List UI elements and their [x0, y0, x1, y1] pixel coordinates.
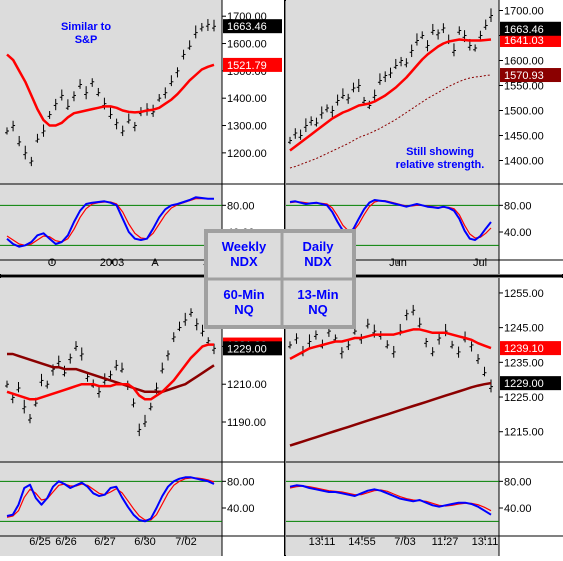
slow-moving-average	[289, 381, 492, 447]
x-tick-label: 7/03	[394, 536, 415, 548]
x-tick-label: O	[48, 257, 57, 269]
legend-label: NDX	[230, 254, 258, 269]
last-price-tag: 1229.00	[504, 378, 544, 390]
oscillator-fast	[6, 476, 215, 523]
oscillator-fast	[289, 199, 492, 241]
osc-tick-label: 40.00	[227, 503, 255, 515]
legend-label: Weekly	[222, 239, 267, 254]
y-tick-label: 1215.00	[504, 427, 544, 439]
x-tick-label: 7/02	[175, 536, 196, 548]
fast-moving-average	[6, 343, 214, 401]
x-tick-label: 11:27	[432, 536, 459, 548]
fast-ma-tag-box	[223, 57, 282, 72]
x-tick-label: 14:55	[348, 536, 376, 548]
last-price-tag-box	[500, 21, 561, 36]
legend-label: NDX	[304, 254, 332, 269]
slow-ma-tag-box	[500, 68, 561, 83]
price-bars	[288, 8, 493, 145]
chart-annotation: Still showing	[406, 146, 474, 158]
panel-13-min-nq: 1215.00 1225.00 1235.00 1245.00 1255.00 1239.…	[286, 278, 563, 556]
osc-tick-label: 40.00	[504, 227, 532, 239]
price-bars	[5, 308, 216, 437]
fast-ma-tag: 1521.79	[227, 60, 267, 72]
x-tick-label: 6/27	[94, 536, 115, 548]
x-tick-label: 13:11	[472, 536, 499, 548]
legend-label: 13-Min	[297, 287, 338, 302]
price-bars	[5, 19, 216, 167]
x-tick-label: 6/30	[134, 536, 155, 548]
y-tick-label: 1600.00	[227, 39, 267, 51]
panel-60-min-nq: 1190.001210.001230.001250.001231.001229.…	[0, 278, 284, 556]
y-tick-label: 1200.00	[227, 148, 267, 160]
last-price-tag-box	[500, 376, 561, 391]
oscillator-fast	[289, 484, 492, 516]
y-tick-label: 1210.00	[227, 379, 267, 391]
chart-annotation: relative strength.	[396, 159, 485, 171]
y-tick-label: 1450.00	[504, 131, 544, 143]
osc-tick-label: 80.00	[504, 476, 532, 488]
oscillator-slow	[6, 477, 215, 521]
x-tick-label: Jul	[473, 257, 487, 269]
chart-annotation: S&P	[75, 34, 98, 46]
y-tick-label: 1225.00	[504, 392, 544, 404]
osc-tick-label: 80.00	[227, 200, 255, 212]
y-tick-label: 1255.00	[504, 288, 544, 300]
osc-tick-label: 40.00	[504, 503, 532, 515]
oscillator-slow	[289, 485, 492, 512]
plot-background	[0, 278, 222, 556]
x-tick-label: 2003	[100, 257, 124, 269]
y-tick-label: 1600.00	[504, 56, 544, 68]
x-tick-label: 6/25	[29, 536, 50, 548]
fast-ma-tag: 1239.10	[504, 343, 544, 355]
slow-ma-tag: 1570.93	[504, 70, 544, 82]
axis-background	[222, 0, 284, 274]
x-tick-label: Jun	[389, 257, 407, 269]
panel-daily-ndx: 1400.001450.001500.001550.001600.001650.…	[286, 0, 563, 274]
price-bars	[288, 304, 493, 393]
osc-tick-label: 80.00	[504, 200, 532, 212]
last-price-tag: 1663.46	[227, 21, 267, 33]
axis-background	[499, 278, 563, 556]
y-tick-label: 1700.00	[504, 6, 544, 18]
legend-label: 60-Min	[223, 287, 264, 302]
chart-annotation: Similar to	[61, 21, 111, 33]
y-tick-label: 1235.00	[504, 357, 544, 369]
fast-moving-average	[6, 53, 215, 127]
x-tick-label: 6/26	[55, 536, 76, 548]
last-price-tag-box	[223, 19, 282, 34]
y-tick-label: 1245.00	[504, 323, 544, 335]
y-tick-label: 1190.00	[227, 417, 266, 429]
legend-label: NQ	[308, 302, 328, 317]
slow-moving-average	[289, 74, 492, 169]
fast-ma-tag-box	[500, 341, 561, 356]
y-tick-label: 1550.00	[504, 81, 544, 93]
fast-moving-average	[289, 38, 492, 152]
last-price-tag: 1663.46	[504, 24, 544, 36]
fast-moving-average	[289, 328, 492, 361]
last-price-tag: 1229.00	[227, 343, 267, 355]
legend-label: Daily	[302, 239, 334, 254]
y-tick-label: 1400.00	[227, 93, 267, 105]
osc-tick-label: 80.00	[227, 476, 255, 488]
y-tick-label: 1300.00	[227, 121, 267, 133]
oscillator-fast	[6, 196, 214, 248]
x-tick-label: 13:11	[309, 536, 336, 548]
last-price-tag-box	[223, 341, 282, 356]
plot-background	[0, 0, 222, 274]
legend-label: NQ	[234, 302, 254, 317]
fast-ma-tag: 1641.03	[504, 35, 544, 47]
slow-moving-average	[7, 352, 215, 394]
y-tick-label: 1500.00	[504, 106, 544, 118]
y-tick-label: 1400.00	[504, 156, 544, 168]
fast-ma-tag-box	[500, 32, 561, 47]
x-tick-label: A	[151, 257, 159, 269]
